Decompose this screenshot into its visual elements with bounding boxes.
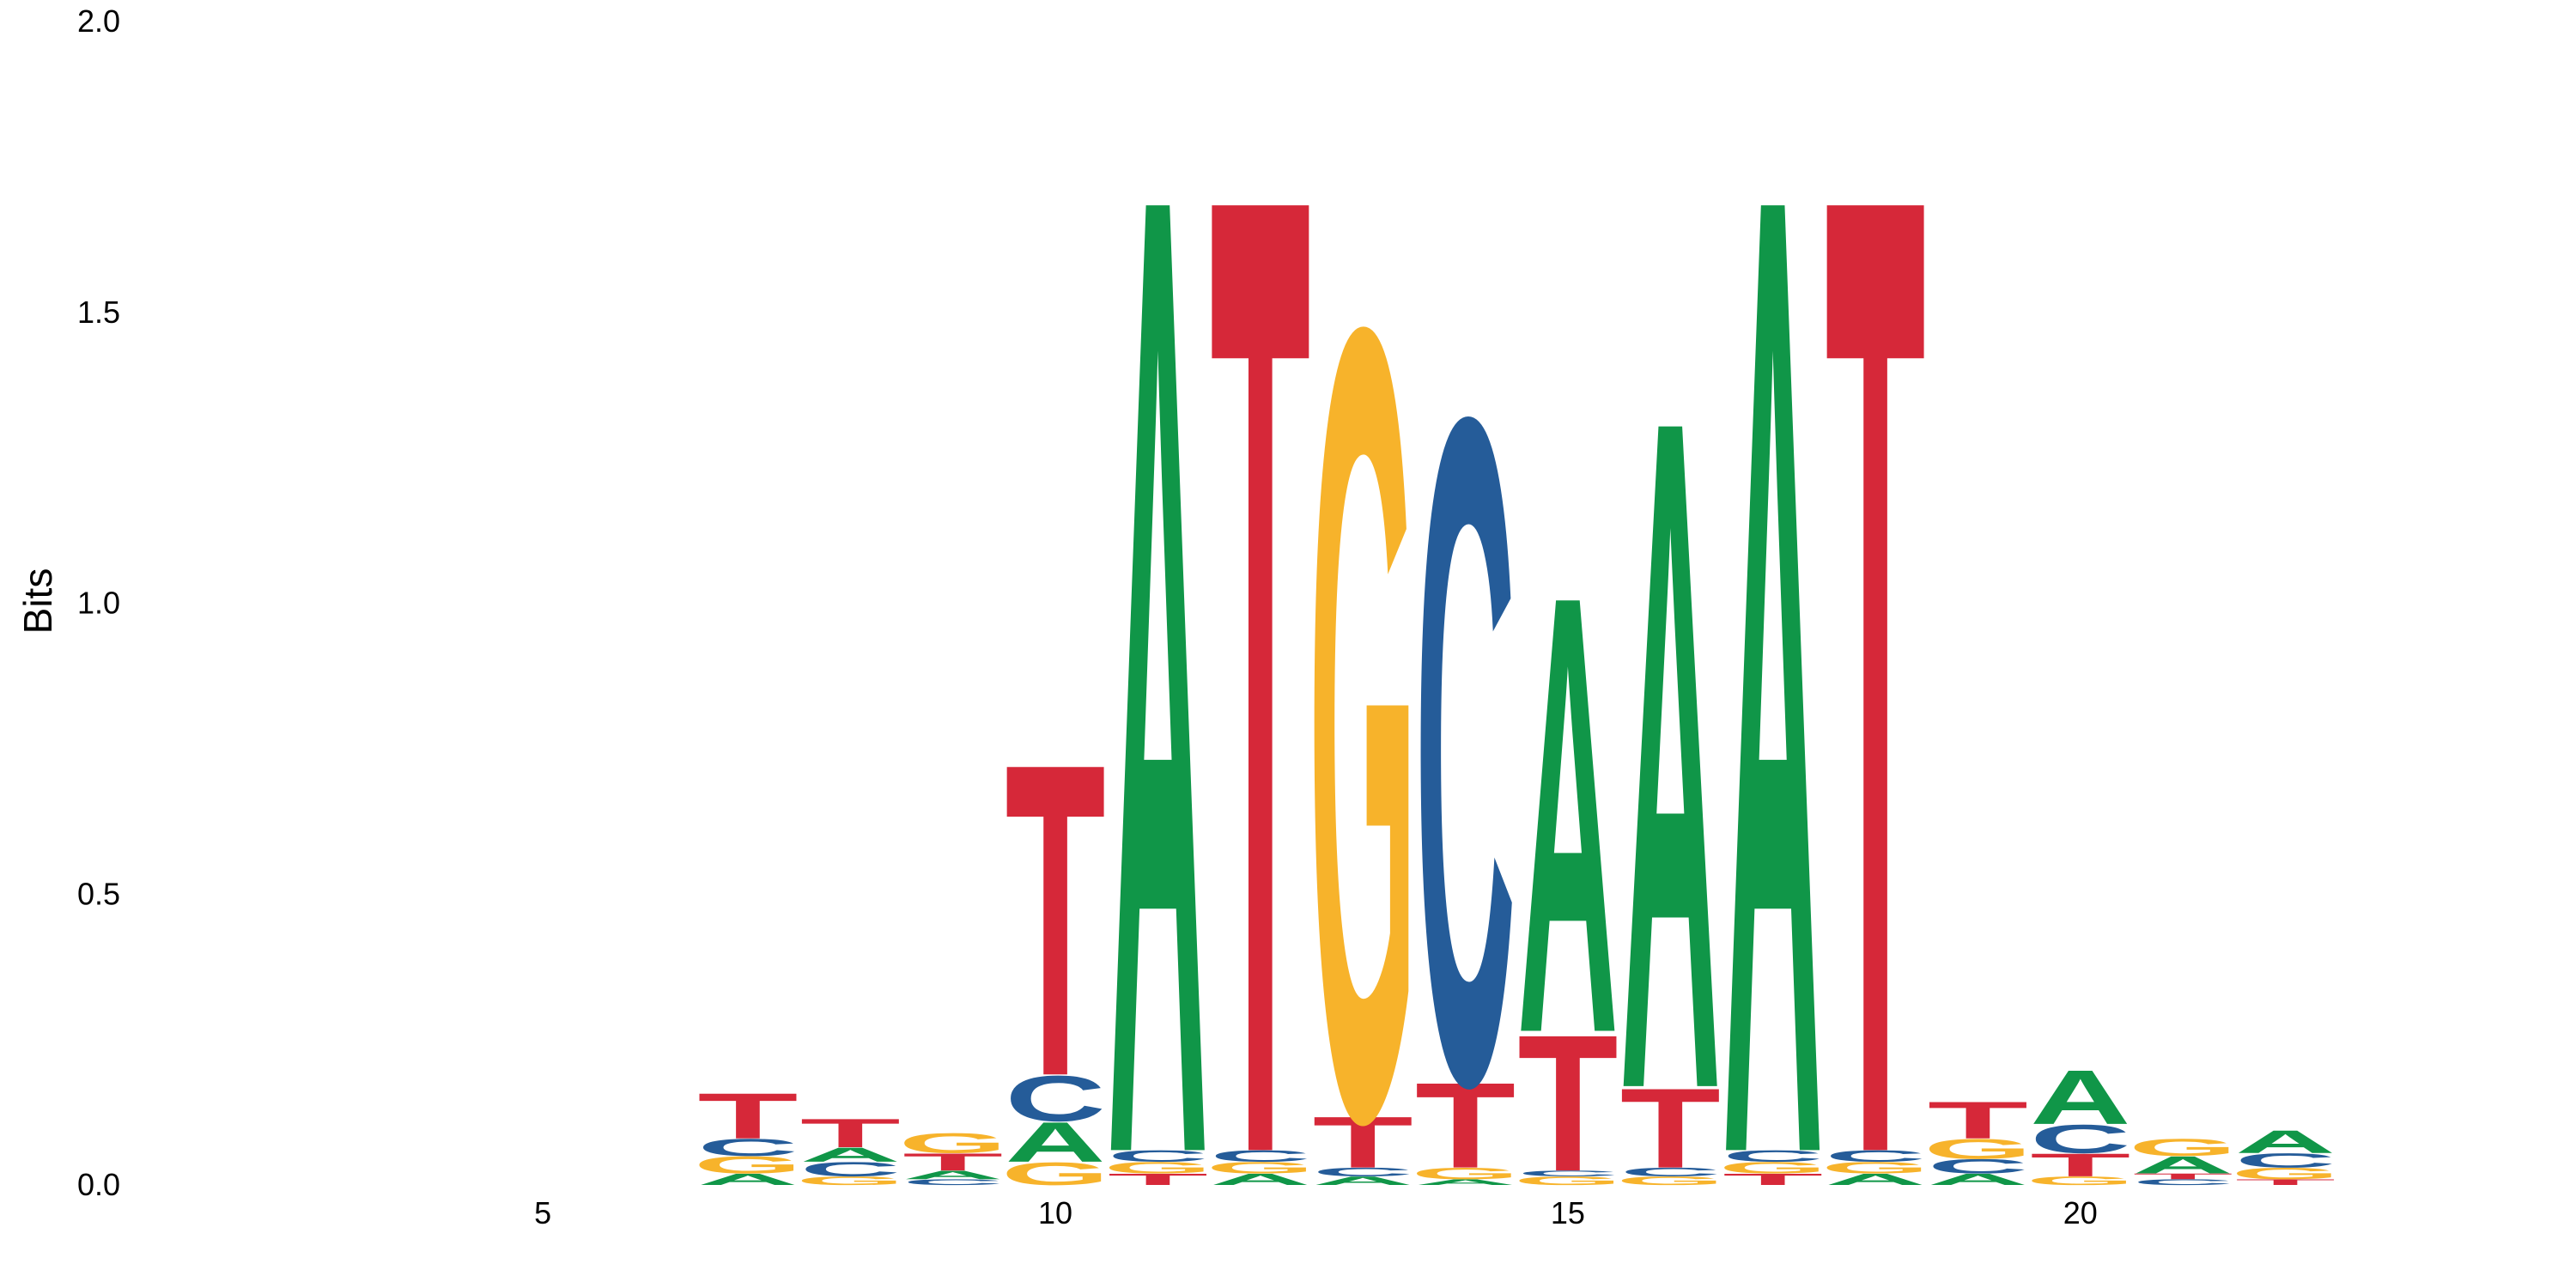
logo-glyph-T-pos-21: T xyxy=(2133,1172,2233,1182)
logo-glyph-A-pos-8: A xyxy=(800,1144,901,1166)
logo-glyph-T-pos-11: T xyxy=(1108,1170,1208,1188)
logo-glyph-G-pos-10: G xyxy=(1001,1156,1109,1192)
logo-glyph-G-pos-16: G xyxy=(1616,1174,1724,1188)
logo-glyph-C-pos-22: C xyxy=(2235,1149,2336,1171)
logo-glyph-G-pos-8: G xyxy=(796,1174,904,1188)
y-tick-label: 0.0 xyxy=(77,1167,120,1202)
logo-glyph-A-pos-18: A xyxy=(1825,1170,1925,1188)
y-axis-label: Bits xyxy=(15,568,60,635)
logo-glyph-T-pos-17: T xyxy=(1722,1170,1823,1188)
y-axis: 0.0 0.5 1.0 1.5 2.0 xyxy=(77,3,120,1202)
x-tick-label: 5 xyxy=(534,1195,551,1230)
x-tick-label: 15 xyxy=(1551,1195,1585,1230)
logo-glyph-G-pos-9: G xyxy=(898,1127,1006,1159)
logo-glyph-T-pos-20: T xyxy=(2030,1147,2130,1183)
logo-glyph-C-pos-20: C xyxy=(2030,1116,2130,1162)
logo-glyph-A-pos-21: A xyxy=(2133,1151,2233,1179)
logo-glyph-T-pos-12: T xyxy=(1210,0,1310,1288)
y-tick-label: 1.5 xyxy=(77,295,120,330)
logo-glyph-C-pos-14: C xyxy=(1415,220,1516,1282)
logo-glyph-A-pos-22: A xyxy=(2235,1123,2336,1159)
logo-glyph-C-pos-11: C xyxy=(1108,1147,1208,1165)
logo-glyph-A-pos-10: A xyxy=(1005,1111,1105,1175)
logo-glyph-G-pos-18: G xyxy=(1821,1158,1929,1176)
logo-glyph-A-pos-14: A xyxy=(1415,1178,1516,1188)
logo-glyph-T-pos-13: T xyxy=(1313,1102,1413,1183)
logo-glyph-T-pos-10: T xyxy=(1005,671,1105,1170)
logo-glyph-C-pos-16: C xyxy=(1620,1165,1721,1179)
logo-glyph-G-pos-22: G xyxy=(2231,1164,2339,1182)
logo-glyph-T-pos-7: T xyxy=(697,1079,798,1152)
logo-glyph-G-pos-21: G xyxy=(2129,1133,2237,1161)
x-tick-label: 20 xyxy=(2063,1195,2098,1230)
logo-glyph-A-pos-20: A xyxy=(2030,1054,2130,1140)
logo-glyph-T-pos-16: T xyxy=(1620,1065,1721,1192)
x-axis: 5 10 15 20 xyxy=(534,1195,2098,1230)
logo-glyph-A-pos-11: A xyxy=(1108,0,1208,1288)
logo-glyph-A-pos-19: A xyxy=(1928,1170,2028,1188)
y-tick-label: 0.5 xyxy=(77,876,120,911)
logo-glyph-T-pos-14: T xyxy=(1415,1057,1516,1194)
logo-glyph-T-pos-19: T xyxy=(1928,1091,2028,1151)
logo-glyph-C-pos-21: C xyxy=(2133,1178,2233,1188)
logo-glyph-C-pos-17: C xyxy=(1722,1147,1823,1165)
logo-glyph-T-pos-8: T xyxy=(800,1110,901,1156)
logo-glyph-C-pos-9: C xyxy=(902,1178,1003,1188)
logo-glyph-A-pos-7: A xyxy=(697,1170,798,1188)
logo-glyph-T-pos-22: T xyxy=(2235,1177,2336,1187)
logo-glyph-A-pos-16: A xyxy=(1620,220,1721,1288)
logo-glyph-T-pos-15: T xyxy=(1517,994,1618,1212)
logo-glyph-G-pos-11: G xyxy=(1103,1158,1212,1176)
logo-glyph-A-pos-13: A xyxy=(1313,1174,1413,1188)
logo-glyph-G-pos-14: G xyxy=(1411,1164,1519,1182)
logo-glyph-T-pos-18: T xyxy=(1825,0,1925,1288)
logo-glyph-C-pos-7: C xyxy=(697,1133,798,1161)
logo-glyph-A-pos-12: A xyxy=(1210,1170,1310,1188)
logo-glyph-T-pos-9: T xyxy=(902,1149,1003,1176)
logo-glyph-G-pos-12: G xyxy=(1206,1158,1315,1176)
logo-glyph-C-pos-8: C xyxy=(800,1157,901,1180)
logo-glyph-G-pos-15: G xyxy=(1514,1174,1622,1188)
y-tick-label: 1.0 xyxy=(77,586,120,621)
logo-glyph-G-pos-19: G xyxy=(1923,1133,2032,1165)
logo-glyph-G-pos-17: G xyxy=(1718,1158,1826,1176)
logo-glyph-G-pos-7: G xyxy=(694,1151,802,1179)
logo-glyph-C-pos-19: C xyxy=(1928,1155,2028,1177)
logo-glyph-G-pos-13: G xyxy=(1309,93,1417,1288)
logo-glyph-G-pos-20: G xyxy=(2026,1174,2135,1188)
y-tick-label: 2.0 xyxy=(77,3,120,39)
logo-glyph-C-pos-15: C xyxy=(1517,1169,1618,1178)
logo-glyph-C-pos-13: C xyxy=(1313,1165,1413,1179)
logo-glyph-C-pos-18: C xyxy=(1825,1147,1925,1165)
logo-glyph-A-pos-15: A xyxy=(1517,465,1618,1163)
x-tick-label: 10 xyxy=(1038,1195,1072,1230)
logo-glyph-A-pos-17: A xyxy=(1722,0,1823,1288)
logo-glyph-C-pos-12: C xyxy=(1210,1147,1310,1165)
logo-glyph-A-pos-9: A xyxy=(902,1169,1003,1182)
logo-glyph-C-pos-10: C xyxy=(1005,1062,1105,1135)
